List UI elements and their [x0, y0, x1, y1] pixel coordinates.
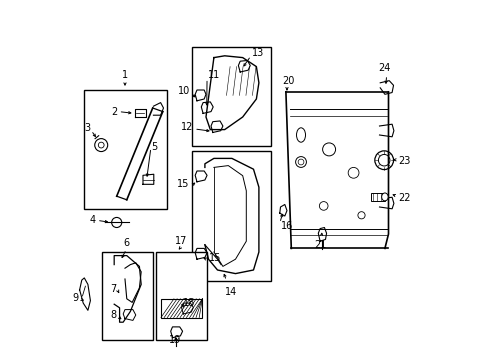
- Text: 4: 4: [90, 215, 96, 225]
- Bar: [192, 151, 271, 281]
- Text: 1: 1: [122, 70, 128, 80]
- Text: 11: 11: [207, 70, 220, 80]
- Text: 12: 12: [181, 122, 193, 132]
- Text: 16: 16: [280, 221, 292, 231]
- Text: 24: 24: [377, 63, 389, 73]
- Text: 3: 3: [84, 123, 90, 133]
- Ellipse shape: [296, 128, 305, 142]
- Text: 9: 9: [73, 293, 79, 303]
- Text: 10: 10: [177, 86, 189, 96]
- Text: 14: 14: [224, 287, 237, 297]
- Text: 19: 19: [169, 335, 181, 345]
- Bar: [84, 90, 167, 209]
- Bar: [370, 193, 384, 201]
- Text: 5: 5: [151, 142, 158, 152]
- Bar: [192, 47, 271, 146]
- Text: 8: 8: [110, 310, 117, 320]
- Text: 6: 6: [123, 238, 129, 248]
- Text: 20: 20: [282, 76, 294, 86]
- Ellipse shape: [381, 193, 387, 201]
- Text: 17: 17: [175, 235, 187, 246]
- Text: 18: 18: [183, 298, 195, 308]
- Text: 21: 21: [314, 240, 326, 251]
- Text: 15: 15: [208, 253, 221, 264]
- Text: 15: 15: [177, 179, 189, 189]
- Bar: [156, 252, 206, 340]
- Text: 2: 2: [111, 107, 118, 117]
- Text: 23: 23: [397, 156, 409, 166]
- Text: 7: 7: [110, 284, 117, 294]
- Text: 13: 13: [251, 48, 264, 58]
- Text: 22: 22: [397, 193, 409, 203]
- Bar: [102, 252, 152, 340]
- Bar: [161, 299, 202, 318]
